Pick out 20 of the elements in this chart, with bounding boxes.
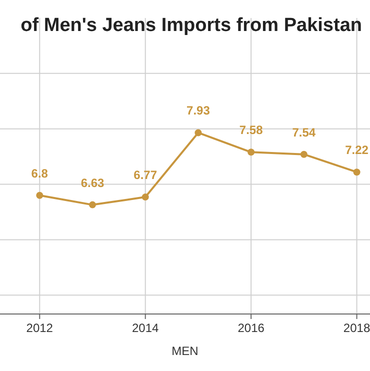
data-label: 6.63 <box>80 176 104 190</box>
data-label: 7.58 <box>239 123 264 138</box>
x-axis-title: MEN <box>172 344 198 358</box>
x-tick-label: 2012 <box>26 321 54 335</box>
data-label: 6.77 <box>134 168 158 182</box>
point <box>300 150 308 158</box>
data-label: 7.22 <box>345 143 369 158</box>
point <box>89 201 96 208</box>
x-tick-label: 2014 <box>132 321 160 335</box>
point <box>142 194 149 201</box>
x-tick-label: 2016 <box>238 321 265 335</box>
point <box>353 168 360 176</box>
point <box>248 148 255 156</box>
x-tick-label: 2018 <box>343 321 370 335</box>
data-label: 6.8 <box>31 166 48 180</box>
data-label: 7.54 <box>292 125 316 140</box>
point <box>194 129 202 136</box>
point <box>36 192 44 199</box>
chart-title: of Men's Jeans Imports from Pakistan <box>20 15 362 36</box>
data-label: 7.93 <box>186 104 210 118</box>
